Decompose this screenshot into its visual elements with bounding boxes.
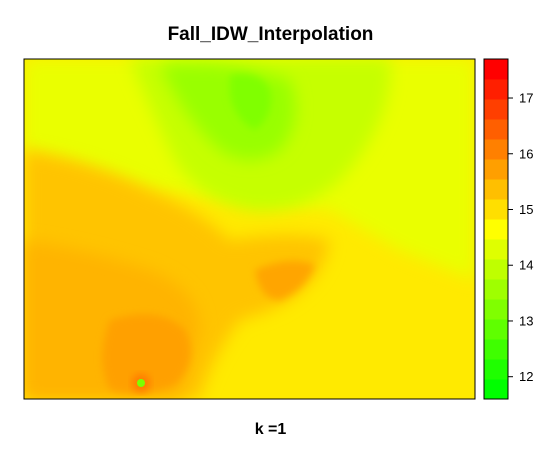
colorbar-tick-label: 16 — [519, 146, 533, 161]
colorbar-swatch — [484, 359, 508, 380]
colorbar-tick-label: 17 — [519, 91, 533, 106]
colorbar-swatch — [484, 379, 508, 400]
colorbar-swatch — [484, 59, 508, 80]
colorbar-tick-label: 12 — [519, 369, 533, 384]
colorbar-swatch — [484, 339, 508, 360]
colorbar-swatch — [484, 159, 508, 180]
colorbar-frame — [483, 58, 509, 400]
colorbar-swatch — [484, 319, 508, 340]
colorbar-axis: 12 13 14 15 16 17 — [508, 91, 533, 384]
colorbar-swatch — [484, 119, 508, 140]
colorbar-swatch — [484, 139, 508, 160]
colorbar-swatch — [484, 99, 508, 120]
colorbar-swatch — [484, 179, 508, 200]
colorbar-swatch — [484, 299, 508, 320]
colorbar-swatch — [484, 279, 508, 300]
colorbar-tick-label: 15 — [519, 202, 533, 217]
colorbar-swatch — [484, 219, 508, 240]
colorbar-swatch — [484, 259, 508, 280]
colorbar-swatch — [484, 79, 508, 100]
plot-frame — [23, 58, 476, 400]
colorbar-tick-label: 13 — [519, 313, 533, 328]
colorbar-tick-label: 14 — [519, 258, 533, 273]
x-axis-label: k =1 — [254, 421, 287, 438]
heatmap-surface — [24, 59, 475, 399]
colorbar — [483, 58, 509, 400]
colorbar-swatch — [484, 199, 508, 220]
colorbar-swatch — [484, 239, 508, 260]
chart-title: Fall_IDW_Interpolation — [167, 24, 374, 45]
